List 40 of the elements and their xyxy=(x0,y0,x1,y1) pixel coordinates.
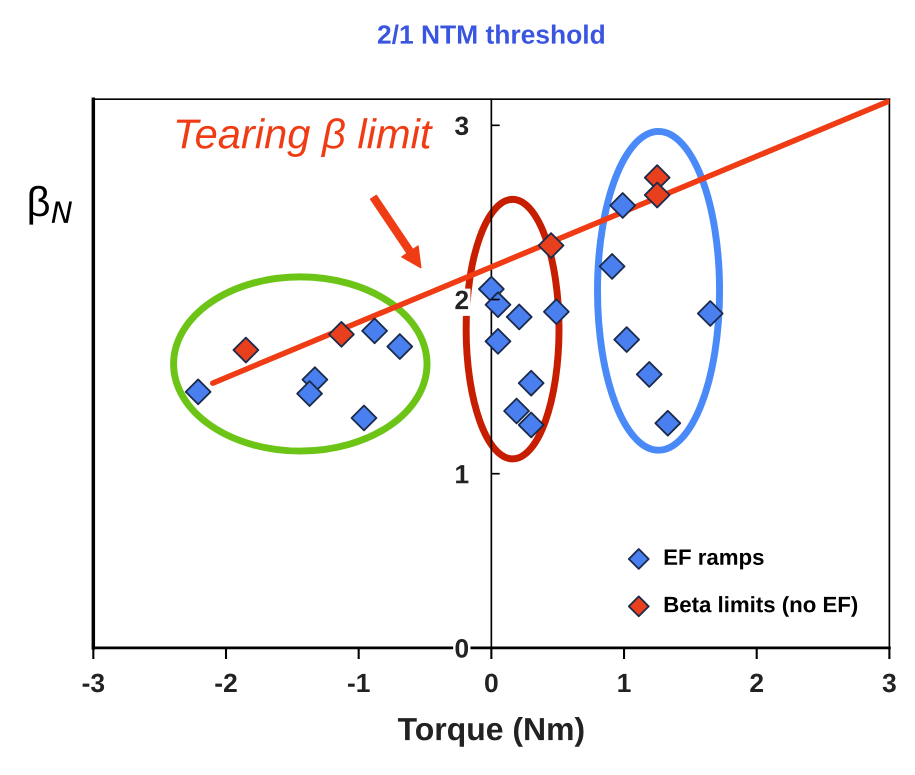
x-tick-label: 2 xyxy=(750,674,763,692)
point xyxy=(328,321,355,348)
y-tick-label: 1 xyxy=(456,465,468,484)
point xyxy=(598,253,626,280)
annotation: Tearing β limit xyxy=(176,118,433,157)
point xyxy=(232,336,260,364)
y-axis-title: β$_{N}$ xyxy=(29,186,72,225)
legend-label: Beta limits (no EF) xyxy=(664,596,858,617)
point xyxy=(484,328,512,355)
point xyxy=(296,380,323,407)
point xyxy=(478,276,505,302)
point xyxy=(538,232,564,259)
x-tick-label: -3 xyxy=(82,674,104,692)
legend-label: EF ramps xyxy=(664,550,764,570)
point xyxy=(644,182,671,208)
chart-title: 2/1 NTM threshold xyxy=(378,24,604,44)
point xyxy=(503,398,530,424)
point xyxy=(518,412,544,438)
y-tick-label: 2 xyxy=(455,290,468,310)
point xyxy=(609,192,636,219)
point xyxy=(696,300,724,327)
x-tick-label: -1 xyxy=(348,674,370,692)
point xyxy=(386,333,414,360)
x-tick-label: 0 xyxy=(485,674,498,692)
y-tick-label: 3 xyxy=(455,116,468,136)
point xyxy=(543,298,570,326)
point xyxy=(518,370,544,396)
point xyxy=(184,378,212,406)
y-tick-label: 0 xyxy=(456,639,468,658)
point xyxy=(484,291,512,318)
point xyxy=(361,318,388,344)
x-tick-label: -2 xyxy=(215,674,237,692)
point xyxy=(350,404,378,432)
point xyxy=(654,410,682,437)
point xyxy=(613,326,640,353)
point xyxy=(506,304,533,330)
point xyxy=(636,361,663,388)
x-tick-label: 1 xyxy=(618,674,631,692)
x-axis-title: Torque (Nm) xyxy=(398,716,584,747)
x-tick-label: 3 xyxy=(882,674,896,692)
